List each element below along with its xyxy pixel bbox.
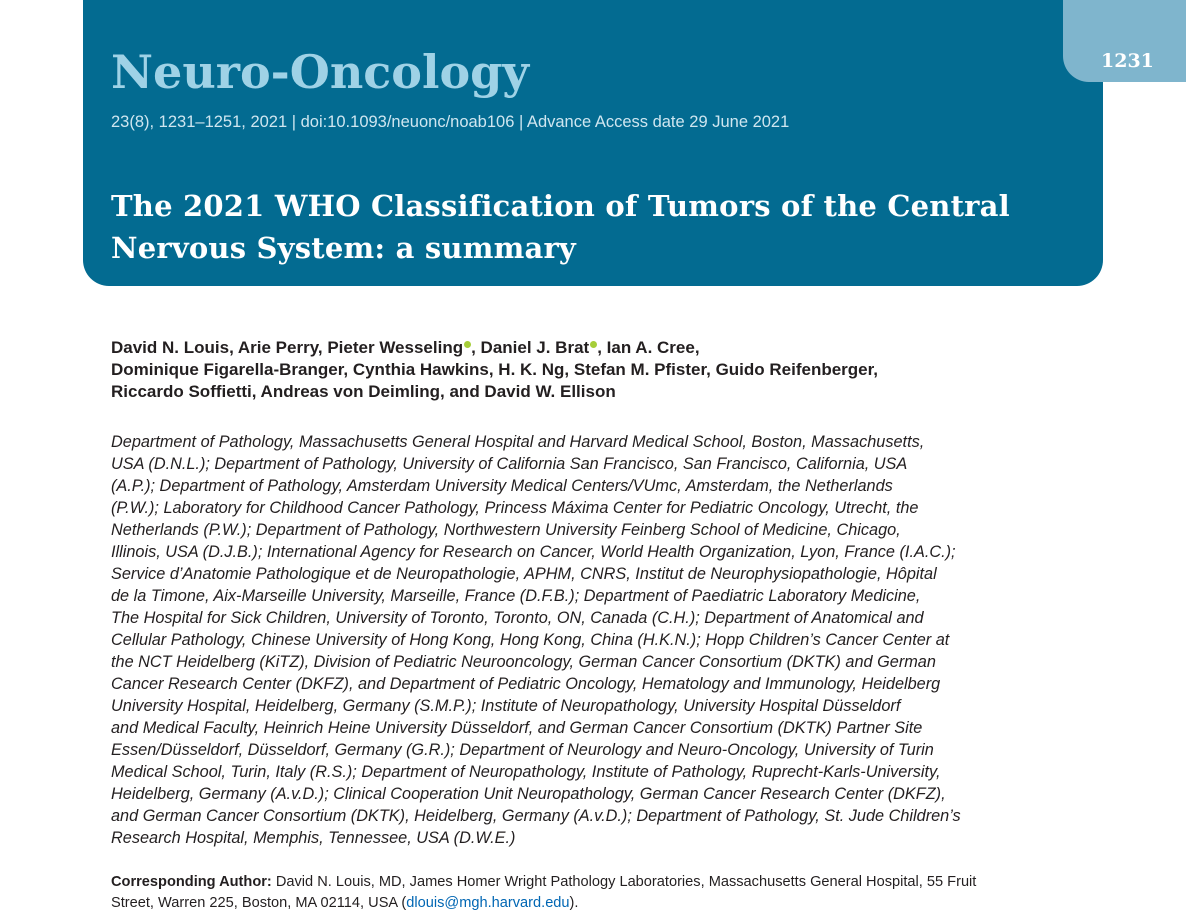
journal-header-banner: Neuro-Oncology 23(8), 1231–1251, 2021 | …: [83, 0, 1103, 286]
affiliation-line: and Medical Faculty, Heinrich Heine Univ…: [111, 719, 923, 737]
affiliation-line: (P.W.); Laboratory for Childhood Cancer …: [111, 499, 919, 517]
corresponding-address: Street, Warren 225, Boston, MA 02114, US…: [111, 895, 407, 911]
author-line: Riccardo Soffietti, Andreas von Deimling…: [111, 382, 616, 401]
affiliation-line: University Hospital, Heidelberg, Germany…: [111, 697, 901, 715]
orcid-icon[interactable]: [590, 341, 598, 348]
affiliation-line: Cellular Pathology, Chinese University o…: [111, 631, 950, 649]
affiliation-line: Essen/Düsseldorf, Düsseldorf, Germany (G…: [111, 741, 934, 759]
author-line: Dominique Figarella-Branger, Cynthia Haw…: [111, 360, 879, 379]
affiliation-line: Research Hospital, Memphis, Tennessee, U…: [111, 829, 516, 847]
affiliation-line: Cancer Research Center (DKFZ), and Depar…: [111, 675, 941, 693]
affiliation-line: The Hospital for Sick Children, Universi…: [111, 609, 924, 627]
corresponding-author-label: Corresponding Author:: [111, 874, 272, 890]
affiliation-line: Service d’Anatomie Pathologique et de Ne…: [111, 565, 937, 583]
affiliation-line: de la Timone, Aix-Marseille University, …: [111, 587, 921, 605]
author-names: David N. Louis, Arie Perry, Pieter Wesse…: [111, 338, 464, 357]
citation-line: 23(8), 1231–1251, 2021 | doi:10.1093/neu…: [111, 113, 790, 131]
affiliation-line: and German Cancer Consortium (DKTK), Hei…: [111, 807, 961, 825]
email-link[interactable]: dlouis@mgh.harvard.edu: [406, 895, 570, 911]
article-title-line: The 2021 WHO Classification of Tumors of…: [111, 189, 1010, 223]
article-title-line: Nervous System: a summary: [111, 231, 576, 265]
affiliation-line: Medical School, Turin, Italy (R.S.); Dep…: [111, 763, 941, 781]
affiliation-line: (A.P.); Department of Pathology, Amsterd…: [111, 477, 893, 495]
page-number: 1231: [1101, 50, 1154, 72]
author-names: , Ian A. Cree,: [597, 338, 700, 357]
article-title: The 2021 WHO Classification of Tumors of…: [111, 185, 1071, 269]
journal-name: Neuro-Oncology: [111, 45, 530, 99]
corresponding-address-end: ).: [569, 895, 579, 911]
author-line: David N. Louis, Arie Perry, Pieter Wesse…: [111, 337, 1071, 359]
corresponding-author-text: David N. Louis, MD, James Homer Wright P…: [271, 874, 977, 890]
affiliations: Department of Pathology, Massachusetts G…: [111, 431, 1061, 849]
page-number-tab: 1231: [1063, 0, 1186, 82]
author-names: , Daniel J. Brat: [471, 338, 590, 357]
affiliation-line: the NCT Heidelberg (KiTZ), Division of P…: [111, 653, 936, 671]
affiliation-line: Heidelberg, Germany (A.v.D.); Clinical C…: [111, 785, 946, 803]
affiliation-line: USA (D.N.L.); Department of Pathology, U…: [111, 455, 908, 473]
corresponding-author: Corresponding Author: David N. Louis, MD…: [111, 872, 1061, 914]
affiliation-line: Department of Pathology, Massachusetts G…: [111, 433, 925, 451]
orcid-icon[interactable]: [464, 341, 472, 348]
corresponding-line: Street, Warren 225, Boston, MA 02114, US…: [111, 893, 1061, 914]
author-list: David N. Louis, Arie Perry, Pieter Wesse…: [111, 337, 1071, 403]
affiliation-line: Netherlands (P.W.); Department of Pathol…: [111, 521, 901, 539]
affiliation-line: Illinois, USA (D.J.B.); International Ag…: [111, 543, 956, 561]
corresponding-line: Corresponding Author: David N. Louis, MD…: [111, 872, 1061, 893]
